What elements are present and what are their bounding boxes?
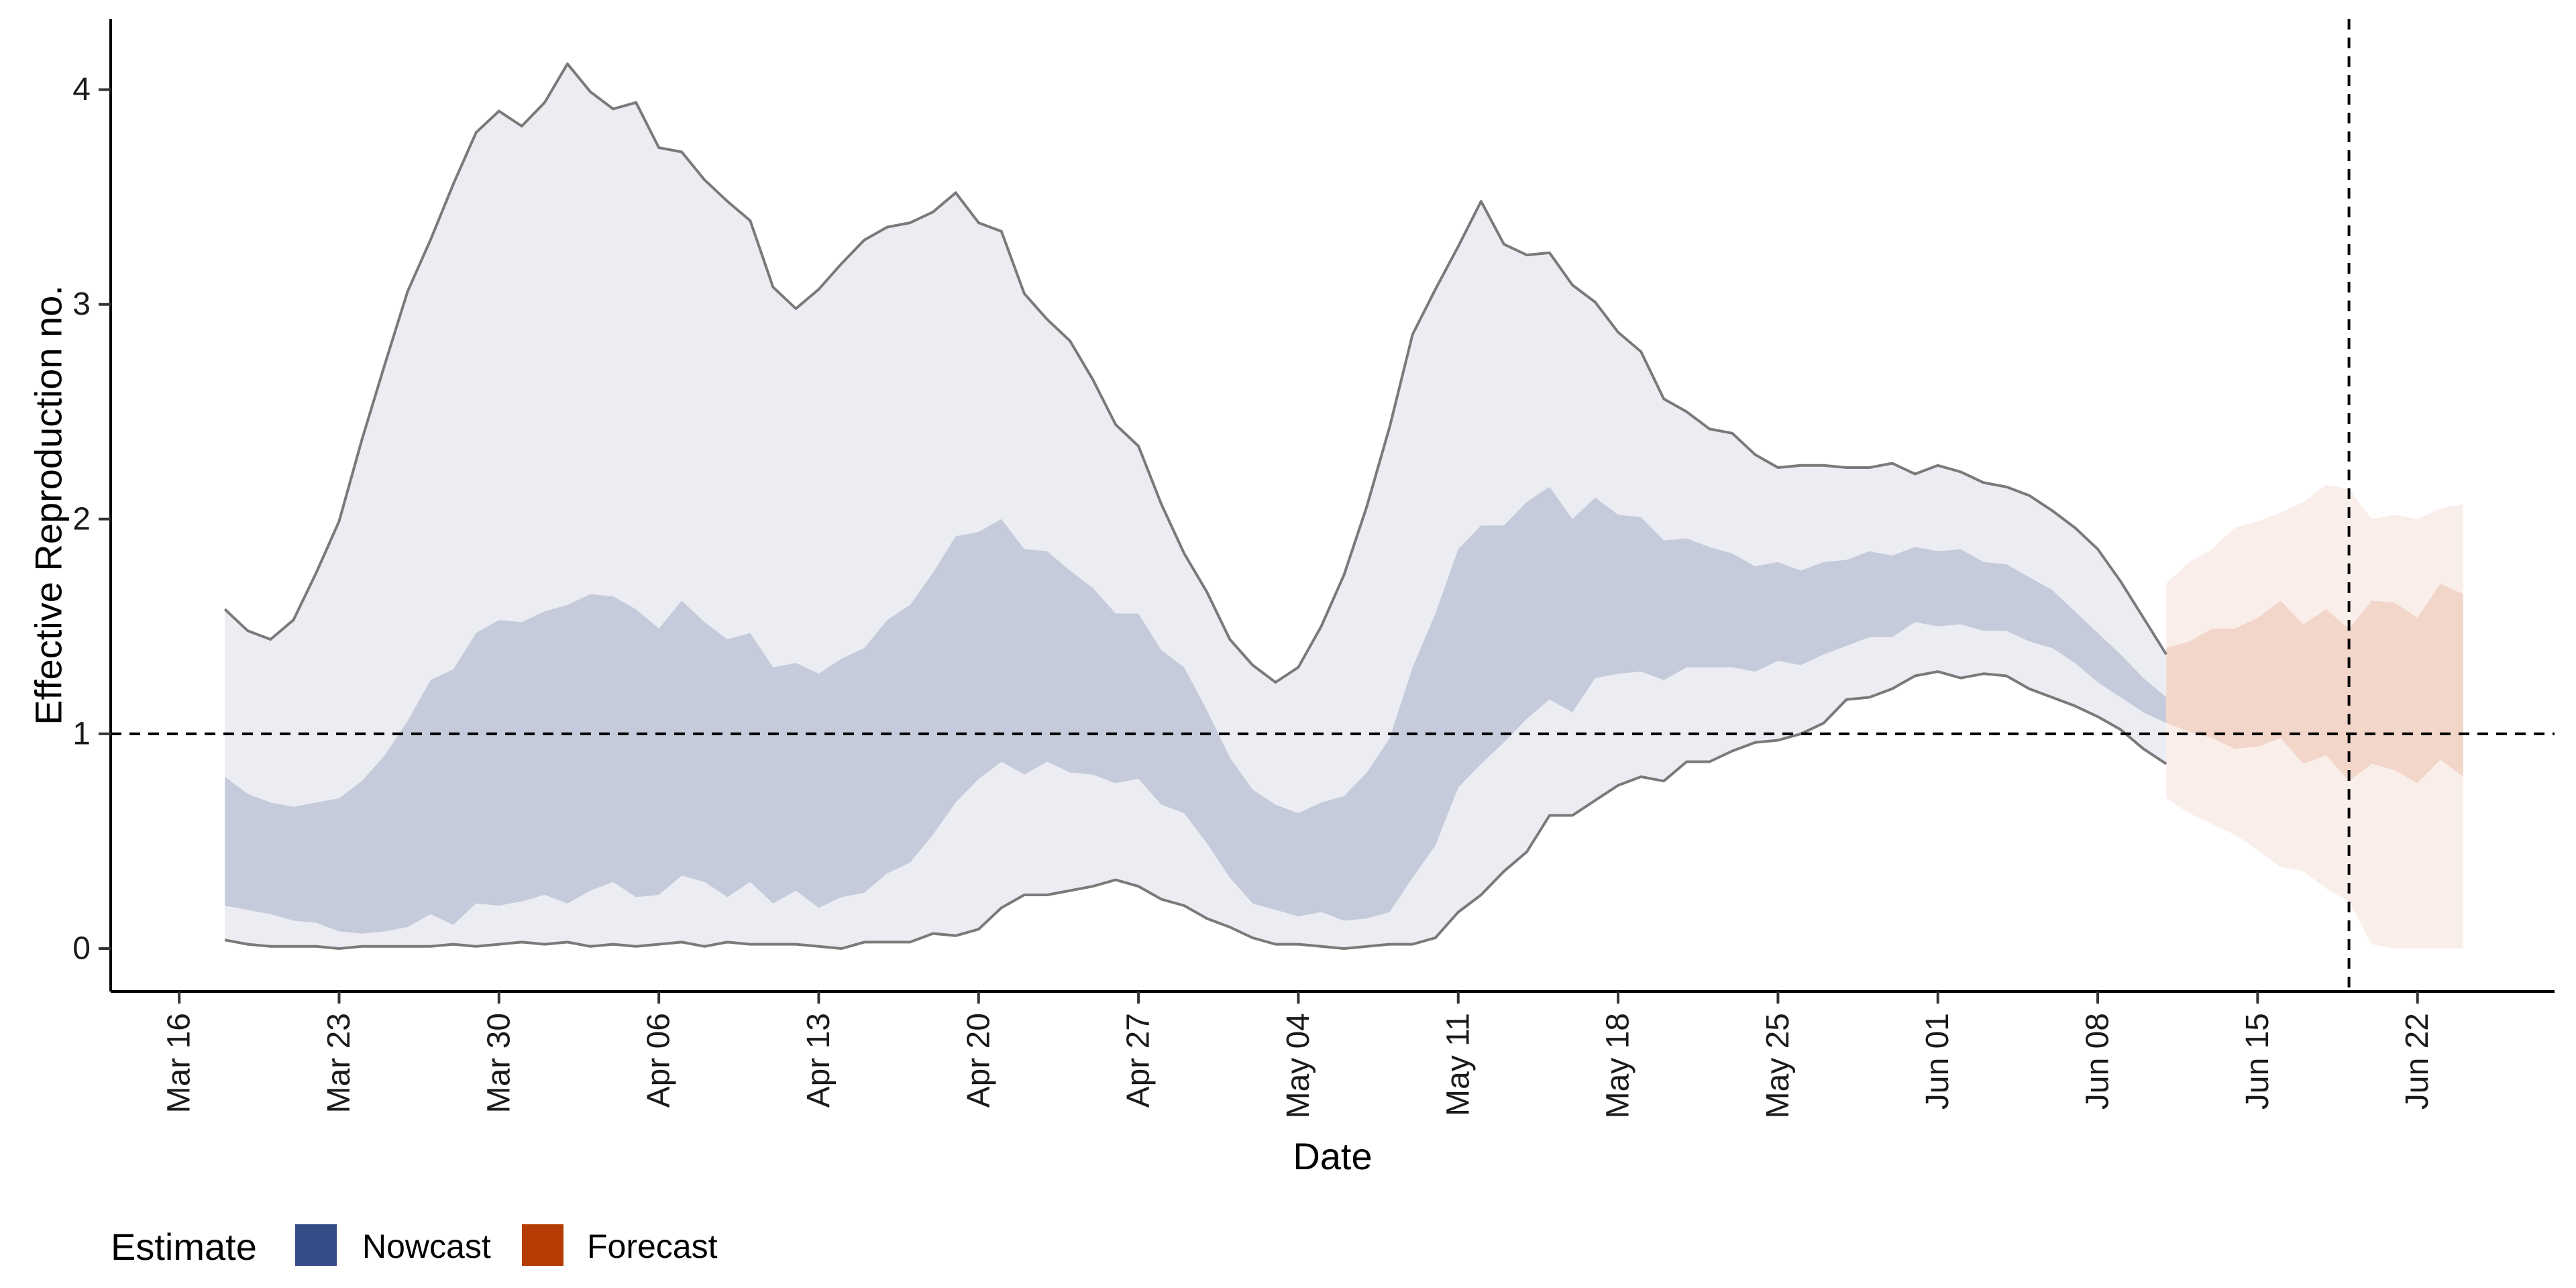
x-axis-ticks: Mar 16 Mar 23 Mar 30 Apr 06 Apr 13 Apr 20 Apr … <box>162 991 2435 1118</box>
y-tick-label: 4 <box>72 72 91 107</box>
x-tick-label: Jun 22 <box>2400 1013 2435 1110</box>
x-tick-label: Jun 08 <box>2080 1013 2116 1110</box>
x-tick-label: Apr 06 <box>641 1013 677 1108</box>
legend-key-forecast <box>522 1224 564 1266</box>
x-tick-label: Apr 13 <box>801 1013 837 1108</box>
x-tick-label: Jun 01 <box>1920 1013 1955 1110</box>
x-tick-label: Mar 30 <box>481 1013 517 1113</box>
nowcast-lower-line <box>224 670 2167 950</box>
nowcast-band-50 <box>225 486 2167 934</box>
x-tick-label: Jun 15 <box>2240 1013 2275 1110</box>
x-tick-label: Mar 23 <box>321 1013 357 1113</box>
x-tick-label: May 11 <box>1440 1013 1476 1116</box>
x-tick-label: May 18 <box>1601 1013 1636 1118</box>
x-tick-label: Apr 27 <box>1121 1013 1157 1108</box>
y-tick-label: 1 <box>72 716 91 751</box>
y-tick-label: 2 <box>72 501 91 537</box>
nowcast-upper-line <box>223 62 2167 684</box>
x-tick-label: Mar 16 <box>162 1013 197 1113</box>
confidence-bands <box>225 64 2463 949</box>
legend-key-nowcast <box>295 1224 337 1266</box>
y-axis-title: Effective Reproduction no. <box>28 285 70 725</box>
bound-lines <box>223 62 2167 950</box>
legend-label-nowcast: Nowcast <box>362 1228 491 1265</box>
x-tick-label: May 25 <box>1760 1013 1796 1118</box>
y-tick-label: 3 <box>72 286 91 322</box>
x-tick-label: Apr 20 <box>961 1013 996 1108</box>
reference-lines <box>111 19 2555 991</box>
legend: Estimate Nowcast Forecast <box>111 1224 718 1268</box>
y-tick-label: 0 <box>72 930 91 966</box>
x-axis-title: Date <box>1293 1135 1372 1177</box>
legend-label-forecast: Forecast <box>587 1228 718 1265</box>
legend-title: Estimate <box>111 1226 257 1268</box>
axes <box>109 19 2555 993</box>
x-tick-label: May 04 <box>1281 1013 1316 1118</box>
y-axis-ticks: 0 1 2 3 4 <box>72 72 111 966</box>
